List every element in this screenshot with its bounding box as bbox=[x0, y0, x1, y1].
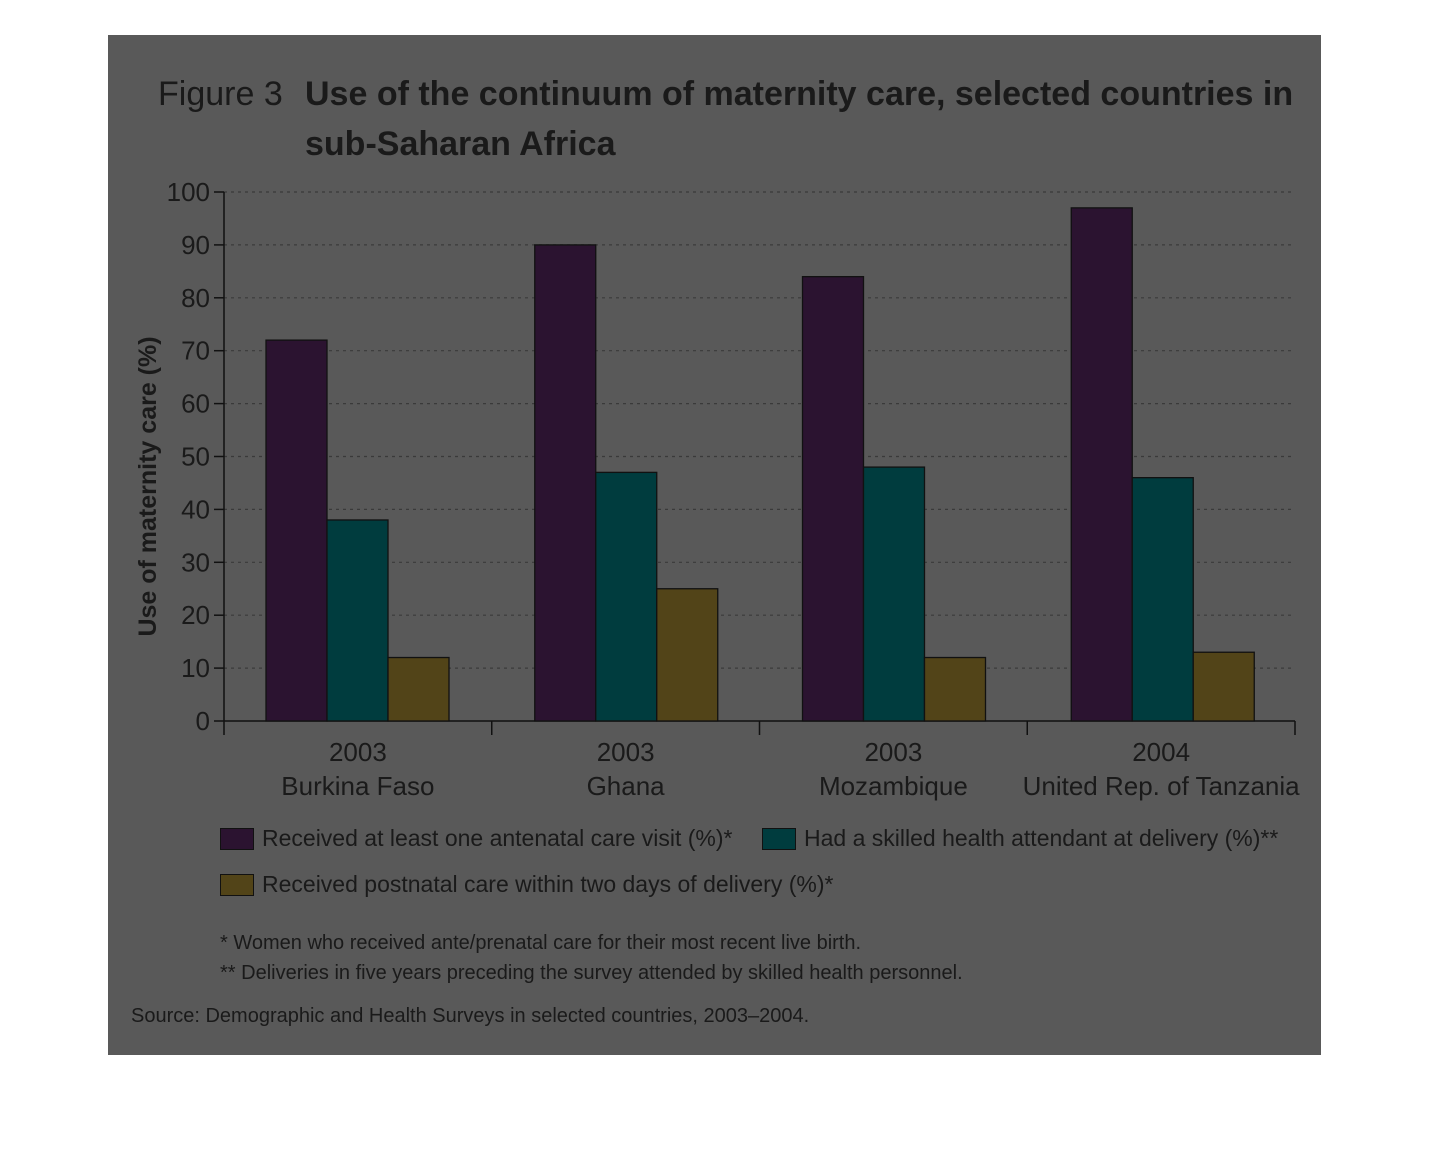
legend-label-postnatal: Received postnatal care within two days … bbox=[262, 871, 834, 897]
legend-item-antenatal: Received at least one antenatal care vis… bbox=[220, 825, 732, 852]
bar-antenatal bbox=[801, 275, 865, 722]
legend-item-skilled-attendant: Had a skilled health attendant at delive… bbox=[762, 825, 1278, 852]
bar-antenatal bbox=[265, 339, 328, 722]
y-tick-label: 0 bbox=[196, 706, 210, 736]
x-tick-label-country: Ghana bbox=[587, 771, 666, 801]
legend-swatch-postnatal bbox=[220, 873, 254, 896]
bar-skilled-attendant bbox=[1131, 477, 1194, 722]
legend-swatch-antenatal bbox=[220, 827, 254, 850]
y-tick-label: 70 bbox=[181, 336, 210, 366]
x-tick-label-year: 2003 bbox=[597, 737, 655, 767]
bar-postnatal bbox=[387, 656, 450, 722]
legend-swatch-skilled-attendant bbox=[762, 827, 796, 850]
y-tick-label: 90 bbox=[181, 230, 210, 260]
chart-title: Use of the continuum of maternity care, … bbox=[305, 75, 1294, 163]
y-axis-title: Use of maternity care (%) bbox=[134, 336, 162, 636]
y-tick-label: 10 bbox=[181, 653, 210, 683]
bar-postnatal bbox=[923, 656, 987, 722]
y-tick-label: 30 bbox=[181, 547, 210, 577]
bar-skilled-attendant bbox=[862, 466, 926, 722]
bar-antenatal bbox=[1070, 207, 1133, 722]
source-note: Source: Demographic and Health Surveys i… bbox=[131, 1005, 810, 1027]
x-tick-label-country: United Rep. of Tanzania bbox=[1023, 771, 1301, 801]
y-tick-label: 80 bbox=[181, 283, 210, 313]
bar-postnatal bbox=[1192, 651, 1255, 722]
bar-postnatal bbox=[656, 588, 719, 722]
y-tick-label: 100 bbox=[167, 177, 210, 207]
x-tick-label-year: 2004 bbox=[1132, 737, 1190, 767]
chart-figure: Figure 3 Use of the continuum of materni… bbox=[108, 35, 1321, 1055]
bar-skilled-attendant bbox=[595, 471, 658, 722]
bar-skilled-attendant bbox=[326, 519, 389, 722]
legend-label-antenatal: Received at least one antenatal care vis… bbox=[262, 825, 733, 851]
legend-label-skilled-attendant: Had a skilled health attendant at delive… bbox=[804, 825, 1279, 851]
x-tick-label-country: Mozambique bbox=[819, 771, 968, 801]
x-tick-label-country: Burkina Faso bbox=[281, 771, 434, 801]
bar-antenatal bbox=[534, 244, 597, 722]
footnote-antenatal: * Women who received ante/prenatal care … bbox=[220, 932, 862, 954]
footnote-skilled-attendant: ** Deliveries in five years preceding th… bbox=[220, 962, 963, 984]
bar-chart: 0 10 20 30 40 50 60 70 80 90 100 Use of maternity c… bbox=[134, 177, 1301, 801]
y-tick-label: 40 bbox=[181, 494, 210, 524]
y-tick-label: 50 bbox=[181, 442, 210, 472]
x-tick-label-year: 2003 bbox=[864, 737, 922, 767]
y-tick-label: 60 bbox=[181, 389, 210, 419]
x-tick-label-year: 2003 bbox=[329, 737, 387, 767]
legend-item-postnatal: Received postnatal care within two days … bbox=[220, 871, 833, 898]
figure-number: Figure 3 bbox=[158, 75, 283, 113]
y-tick-label: 20 bbox=[181, 600, 210, 630]
footnotes: * Women who received ante/prenatal care … bbox=[220, 928, 963, 988]
